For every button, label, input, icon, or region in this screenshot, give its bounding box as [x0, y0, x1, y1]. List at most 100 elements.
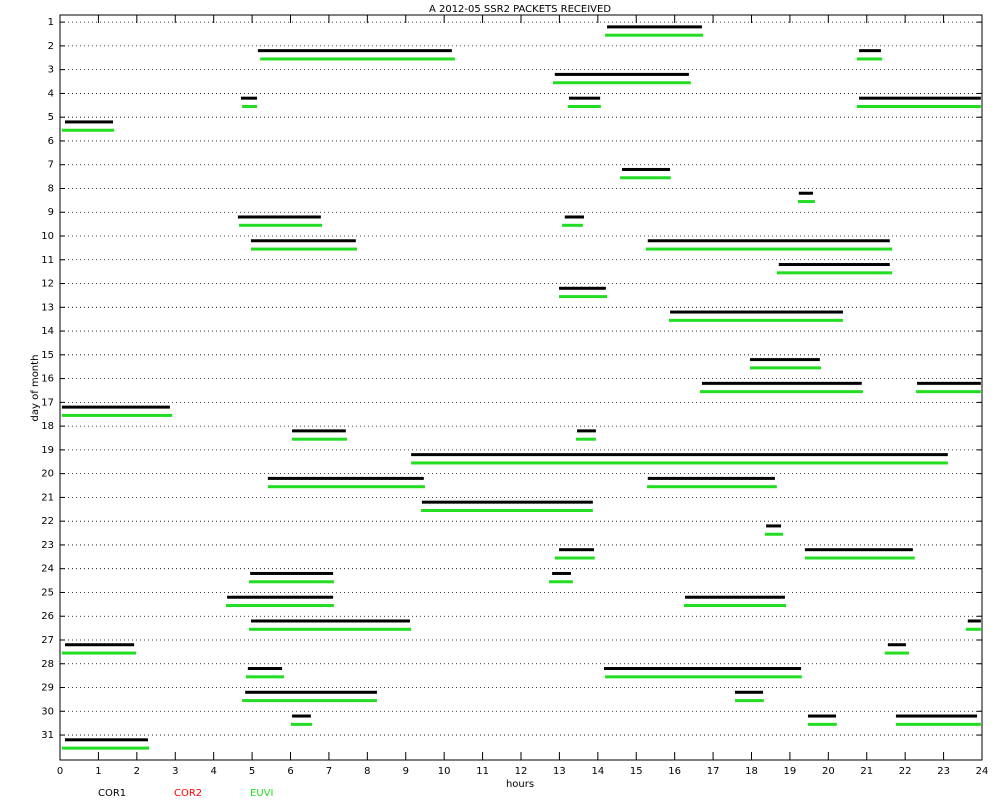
y-tick-label: 26: [41, 611, 54, 622]
packet-bar: [683, 604, 787, 608]
packet-bar: [61, 128, 115, 132]
packet-bar: [622, 167, 671, 171]
packet-bar: [647, 485, 777, 489]
packet-bar: [559, 295, 608, 299]
x-tick-label: 13: [553, 766, 566, 777]
packet-bar: [734, 690, 764, 694]
packet-bar: [778, 263, 890, 267]
x-tick-label: 7: [326, 766, 332, 777]
packet-bar: [562, 223, 583, 227]
y-tick-label: 3: [48, 65, 54, 76]
y-tick-label: 27: [41, 635, 54, 646]
packet-bar: [242, 699, 377, 703]
packet-bar: [257, 49, 452, 53]
packet-bar: [421, 500, 593, 504]
packet-bar: [807, 722, 837, 726]
packet-bar: [776, 271, 893, 275]
packet-bar: [225, 604, 334, 608]
packet-bar: [292, 437, 347, 441]
packet-bar: [749, 366, 822, 370]
y-tick-label: 4: [48, 88, 54, 99]
packet-bar: [64, 643, 135, 647]
packet-bar: [247, 667, 283, 671]
packet-bar: [411, 453, 948, 457]
legend-label: COR1: [98, 788, 126, 799]
packet-bar: [239, 223, 323, 227]
packet-bar: [250, 239, 356, 243]
y-tick-label: 8: [48, 183, 54, 194]
x-tick-label: 21: [860, 766, 873, 777]
x-tick-label: 11: [476, 766, 489, 777]
x-tick-label: 0: [57, 766, 63, 777]
legend-label: EUVI: [250, 788, 273, 799]
packet-bar: [647, 476, 775, 480]
packet-bar: [701, 381, 862, 385]
packet-bar: [245, 690, 377, 694]
packet-bar: [567, 104, 601, 108]
packet-bar: [895, 722, 981, 726]
x-tick-label: 22: [899, 766, 912, 777]
x-tick-label: 8: [364, 766, 370, 777]
y-tick-label: 1: [48, 17, 54, 28]
x-tick-label: 20: [822, 766, 835, 777]
packet-bar: [645, 247, 893, 251]
packet-bar: [965, 627, 981, 631]
packet-bar: [605, 33, 704, 37]
y-tick-label: 7: [48, 160, 54, 171]
packet-bar: [884, 651, 910, 655]
packet-bar: [887, 643, 906, 647]
y-tick-label: 31: [41, 730, 54, 741]
packet-bar: [267, 476, 424, 480]
packet-bar: [411, 461, 948, 465]
packet-bar: [64, 738, 148, 742]
packet-bar: [245, 675, 284, 679]
packet-bar: [61, 413, 173, 417]
y-tick-label: 30: [41, 706, 54, 717]
y-tick-label: 13: [41, 302, 54, 313]
packet-bar: [237, 215, 321, 219]
y-tick-label: 12: [41, 279, 54, 290]
y-tick-label: 10: [41, 231, 54, 242]
y-tick-label: 5: [48, 112, 54, 123]
packet-bar: [577, 429, 596, 433]
y-tick-label: 16: [41, 374, 54, 385]
x-tick-label: 14: [591, 766, 604, 777]
y-tick-label: 17: [41, 397, 54, 408]
packet-bar: [620, 176, 671, 180]
y-tick-label: 18: [41, 421, 54, 432]
x-tick-label: 2: [134, 766, 140, 777]
packet-bar: [61, 405, 170, 409]
x-tick-label: 10: [438, 766, 451, 777]
packet-bar: [559, 286, 606, 290]
packet-bar: [603, 667, 802, 671]
packet-bar: [549, 580, 573, 584]
packet-bar: [552, 81, 691, 85]
packet-bar: [749, 358, 820, 362]
packet-bar: [292, 714, 311, 718]
packet-bar: [564, 215, 585, 219]
x-tick-label: 24: [976, 766, 989, 777]
x-axis-label: hours: [506, 779, 534, 790]
x-tick-label: 3: [172, 766, 178, 777]
packet-bar: [859, 49, 881, 53]
y-tick-label: 28: [41, 659, 54, 670]
packet-bar: [700, 390, 863, 394]
packet-bar: [895, 714, 978, 718]
packet-bar: [250, 571, 334, 575]
x-tick-label: 1: [95, 766, 101, 777]
packet-bar: [685, 595, 785, 599]
legend-label: COR2: [174, 788, 202, 799]
x-tick-label: 9: [403, 766, 409, 777]
y-tick-label: 15: [41, 350, 54, 361]
packet-bar: [249, 627, 412, 631]
y-tick-label: 22: [41, 516, 54, 527]
y-tick-label: 14: [41, 326, 54, 337]
x-tick-label: 6: [287, 766, 293, 777]
packet-bar: [807, 714, 837, 718]
packet-bar: [915, 390, 981, 394]
packet-bar: [967, 619, 981, 623]
x-tick-label: 18: [745, 766, 758, 777]
packet-bar: [61, 651, 137, 655]
x-tick-label: 4: [210, 766, 216, 777]
packet-bar: [242, 104, 258, 108]
